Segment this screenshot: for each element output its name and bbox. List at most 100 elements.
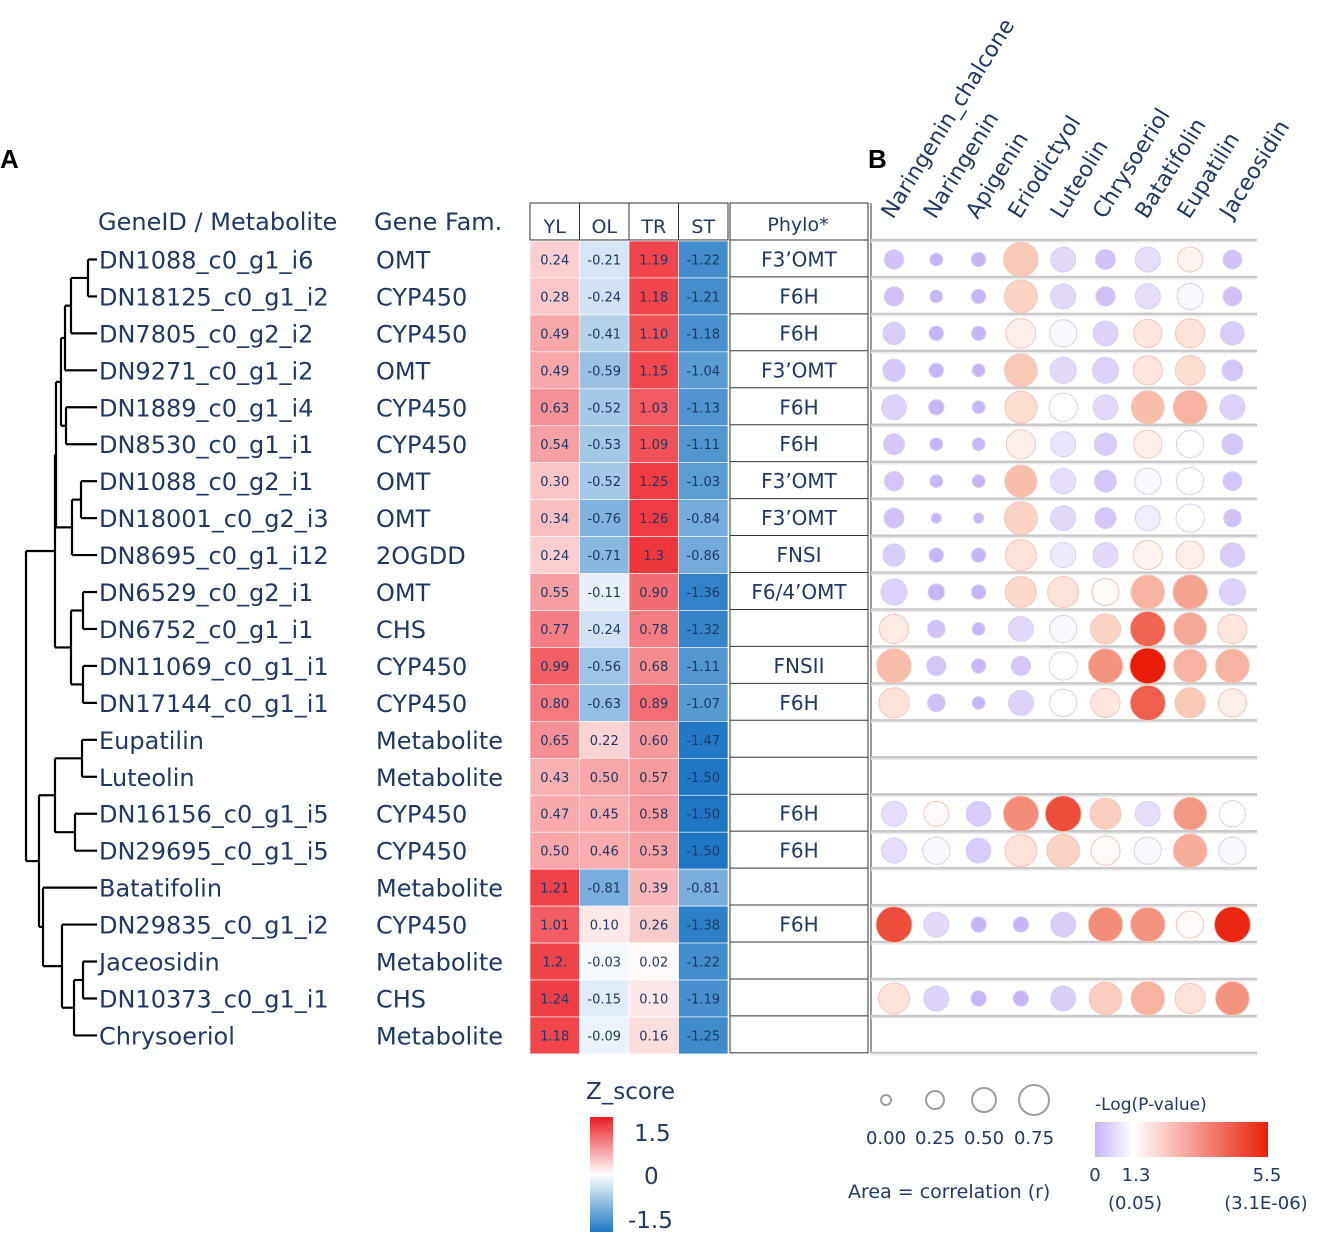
correlation-bubble — [1173, 649, 1207, 683]
row-gene-family: CHS — [376, 616, 426, 644]
row-gene-id: Chrysoeriol — [99, 1022, 235, 1050]
heatmap-cell — [678, 794, 729, 833]
correlation-bubble — [1175, 540, 1205, 570]
correlation-bubble — [970, 288, 987, 305]
heatmap-cell — [529, 573, 580, 611]
heatmap-cell-value: -0.71 — [587, 549, 621, 564]
correlation-bubble — [965, 837, 992, 864]
correlation-bubble — [1050, 468, 1077, 495]
heatmap-cell-value: 0.63 — [540, 401, 569, 416]
correlation-bubble — [1221, 359, 1244, 382]
heatmap-cell-value: 0.26 — [639, 919, 668, 934]
correlation-bubble — [1173, 796, 1207, 831]
correlation-bubble-plot — [870, 203, 1257, 1056]
row-gene-id: DN8695_c0_g1_i12 — [99, 542, 329, 570]
correlation-bubble — [1217, 688, 1248, 718]
zscore-legend: Z_score 1.5 0 -1.5 — [586, 1079, 675, 1234]
correlation-bubble — [1172, 389, 1208, 425]
pvalue-tick-mid: 1.3 — [1122, 1165, 1151, 1186]
correlation-bubble — [1012, 916, 1030, 933]
heatmap-cell — [529, 905, 580, 944]
correlation-bubble — [876, 648, 912, 684]
correlation-bubble — [1007, 689, 1034, 716]
heatmap-cell — [678, 647, 729, 685]
heatmap-cell-value: 0.16 — [639, 1029, 668, 1044]
correlation-bubble — [883, 433, 905, 456]
heatmap-cell-value: -1.04 — [686, 364, 720, 379]
correlation-bubble — [1134, 283, 1161, 310]
correlation-bubble — [1004, 501, 1038, 536]
heatmap-cell-value: -1.32 — [686, 623, 720, 638]
gene-family-header: Gene Fam. — [374, 208, 502, 236]
heatmap-col-label: YL — [543, 216, 567, 238]
correlation-bubble — [929, 437, 944, 452]
correlation-bubble — [1004, 390, 1038, 424]
correlation-bubble — [1004, 576, 1037, 609]
heatmap-cell-value: 0.50 — [540, 845, 569, 860]
correlation-bubble — [881, 800, 907, 827]
heatmap-cell-value: -1.19 — [686, 992, 720, 1007]
correlation-bubble — [1175, 503, 1205, 533]
heatmap-cell — [579, 647, 630, 685]
heatmap-cell — [579, 425, 630, 464]
phylo-label: FNSI — [776, 543, 821, 567]
correlation-bubble — [1130, 906, 1166, 943]
row-gene-id: DN18125_c0_g1_i2 — [99, 283, 329, 311]
pvalue-colorbar — [1095, 1122, 1268, 1157]
heatmap-cell-value: 0.28 — [540, 290, 569, 305]
heatmap-cell-value: -0.86 — [686, 549, 720, 564]
correlation-bubble — [1132, 355, 1163, 386]
heatmap-cell — [529, 1016, 580, 1055]
row-gene-family: CHS — [376, 985, 426, 1013]
heatmap-cell-value: 0.90 — [639, 586, 668, 601]
heatmap-cell — [529, 684, 580, 722]
correlation-bubble — [883, 249, 905, 270]
zscore-heatmap: YL OL TR ST 0.24 -0.21 1.19 -1.22 0.28 -0.24 1.18 -… — [529, 202, 729, 1055]
correlation-bubble — [1130, 981, 1166, 1016]
correlation-bubble — [881, 837, 907, 864]
heatmap-cell — [628, 721, 679, 759]
heatmap-cell — [529, 314, 580, 353]
correlation-bubble — [1004, 464, 1038, 498]
heatmap-cell-value: -0.81 — [587, 882, 621, 897]
correlation-bubble — [1217, 613, 1248, 645]
heatmap-cell — [678, 979, 729, 1018]
correlation-bubble — [1175, 318, 1206, 349]
correlation-bubble — [1222, 471, 1243, 492]
correlation-bubble — [1047, 576, 1080, 609]
correlation-bubble — [1050, 283, 1077, 310]
heatmap-cell — [529, 351, 580, 390]
heatmap-cell-value: -0.53 — [587, 438, 621, 453]
heatmap-cell-value: 0.10 — [639, 992, 668, 1007]
heatmap-cell — [628, 979, 679, 1018]
correlation-bubble — [1050, 911, 1077, 938]
row-gene-id: DN29695_c0_g1_i5 — [99, 838, 329, 866]
heatmap-cell — [678, 462, 729, 500]
heatmap-cell-value: -0.24 — [587, 623, 621, 638]
heatmap-cell-value: 0.49 — [540, 364, 569, 379]
heatmap-cell-value: 0.53 — [639, 845, 668, 860]
gene-id-header: GeneID / Metabolite — [98, 208, 337, 236]
heatmap-cell-value: 0.80 — [540, 697, 569, 712]
heatmap-cell-value: -1.13 — [686, 401, 720, 416]
correlation-bubble — [1089, 613, 1122, 645]
heatmap-cell-value: -0.21 — [587, 253, 621, 268]
row-gene-family: Metabolite — [376, 764, 503, 792]
correlation-bubble — [922, 836, 951, 865]
heatmap-cell-value: -0.59 — [587, 364, 621, 379]
heatmap-col-label: TR — [640, 216, 666, 238]
correlation-bubble — [1176, 910, 1205, 939]
heatmap-cell — [628, 942, 679, 981]
correlation-bubble — [970, 584, 987, 600]
correlation-bubble — [1130, 390, 1165, 425]
heatmap-cell-value: -1.22 — [686, 956, 720, 971]
heatmap-cell — [678, 1016, 729, 1055]
heatmap-cell-value: -1.22 — [686, 253, 720, 268]
correlation-bubble — [882, 321, 906, 346]
heatmap-cell-value: -1.11 — [686, 438, 720, 453]
correlation-bubble — [881, 394, 907, 421]
heatmap-cell — [678, 610, 729, 648]
correlation-bubble — [1049, 356, 1077, 384]
correlation-bubble — [1089, 797, 1122, 830]
heatmap-cell-value: 0.65 — [540, 734, 569, 749]
